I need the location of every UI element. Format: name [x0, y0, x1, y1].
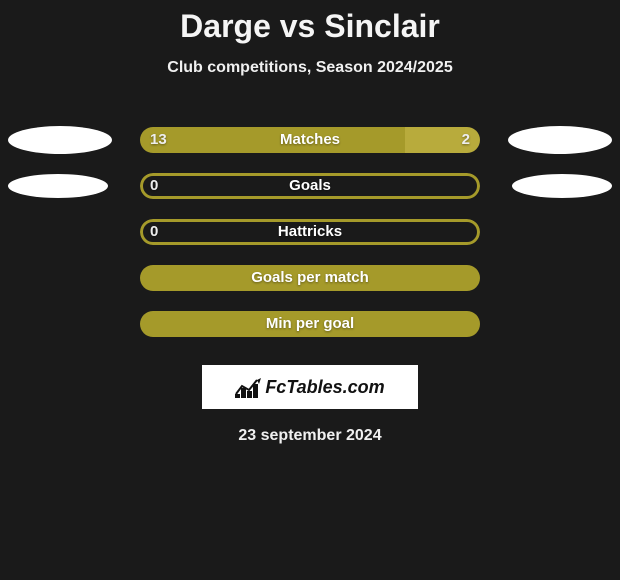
stat-row: Goals per match	[0, 255, 620, 301]
date-text: 23 september 2024	[0, 427, 620, 445]
stat-label: Matches	[140, 127, 480, 153]
logo-box: FcTables.com	[202, 365, 418, 409]
stat-bar: Goals per match	[140, 265, 480, 291]
logo-text: FcTables.com	[265, 377, 384, 398]
logo-chart-icon	[235, 376, 261, 398]
stat-bar: Min per goal	[140, 311, 480, 337]
subtitle: Club competitions, Season 2024/2025	[0, 59, 620, 77]
stat-row: 0Hattricks	[0, 209, 620, 255]
stat-bar: 0Goals	[140, 173, 480, 199]
stat-label: Goals	[140, 173, 480, 199]
stat-label: Hattricks	[140, 219, 480, 245]
stat-bar: 0Hattricks	[140, 219, 480, 245]
stat-label: Min per goal	[140, 311, 480, 337]
stat-row: 0Goals	[0, 163, 620, 209]
player-right-ellipse	[512, 174, 612, 198]
player-left-ellipse	[8, 126, 112, 154]
page-title: Darge vs Sinclair	[0, 0, 620, 45]
player-left-ellipse	[8, 174, 108, 198]
stat-row: Min per goal	[0, 301, 620, 347]
stat-row: 132Matches	[0, 117, 620, 163]
stat-label: Goals per match	[140, 265, 480, 291]
stat-bar: 132Matches	[140, 127, 480, 153]
logo-line-icon	[235, 376, 261, 398]
player-right-ellipse	[508, 126, 612, 154]
stat-rows: 132Matches 0Goals 0Hattricks Goals per matc…	[0, 117, 620, 347]
